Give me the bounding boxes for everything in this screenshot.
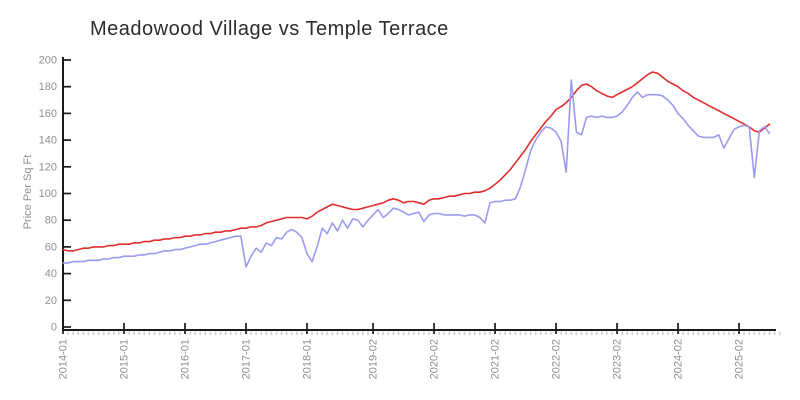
- y-tick-label: 40: [45, 268, 57, 280]
- chart-title: Meadowood Village vs Temple Terrace: [90, 18, 449, 40]
- x-tick-label: 2016-01: [179, 339, 191, 379]
- y-tick-label: 0: [51, 322, 57, 334]
- y-tick-label: 20: [45, 295, 57, 307]
- x-tick-label: 2023-02: [612, 339, 624, 379]
- y-tick-label: 100: [39, 188, 57, 200]
- y-tick-label: 60: [45, 241, 57, 253]
- y-tick-label: 140: [39, 135, 57, 147]
- y-tick-label: 160: [39, 108, 57, 120]
- y-tick-label: 80: [45, 215, 57, 227]
- y-tick-label: 180: [39, 81, 57, 93]
- x-tick-label: 2017-01: [240, 339, 252, 379]
- y-tick-label: 120: [39, 161, 57, 173]
- series-line-1: [62, 79, 771, 268]
- series-line-0: [62, 71, 771, 252]
- x-tick-label: 2025-02: [734, 339, 746, 379]
- x-tick-label: 2019-02: [368, 339, 380, 379]
- x-tick-label: 2021-02: [490, 339, 502, 379]
- x-tick-label: 2014-01: [58, 339, 70, 379]
- x-tick-label: 2018-01: [301, 339, 313, 379]
- x-tick-label: 2020-02: [429, 339, 441, 379]
- x-tick-label: 2015-01: [118, 339, 130, 379]
- y-tick-label: 200: [39, 55, 57, 67]
- x-tick-label: 2022-02: [551, 339, 563, 379]
- x-tick-label: 2024-02: [673, 339, 685, 379]
